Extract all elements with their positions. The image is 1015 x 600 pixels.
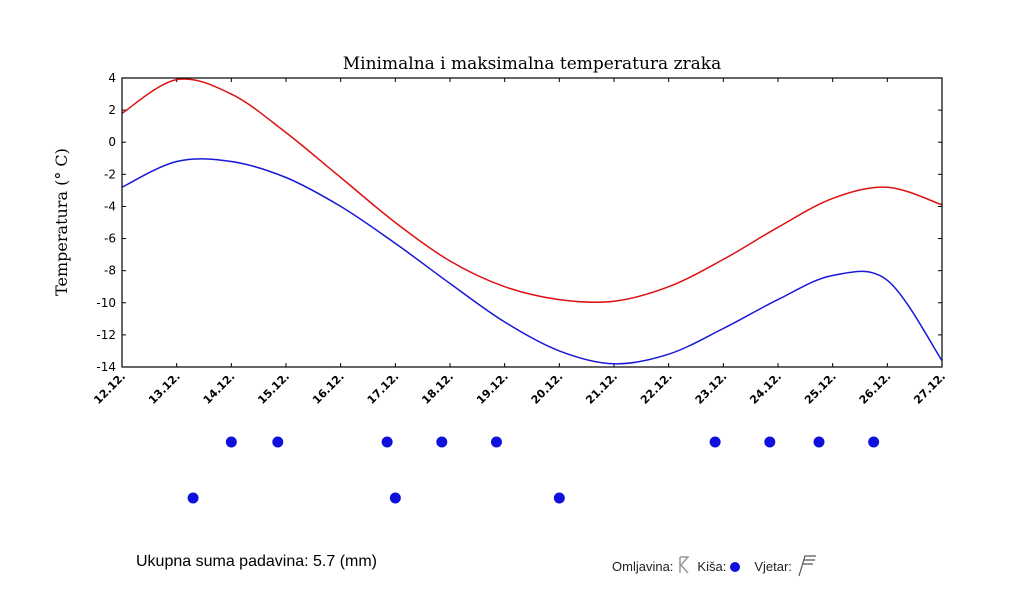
wind-icon xyxy=(796,553,818,580)
y-tick-label: -4 xyxy=(104,199,116,213)
rain-marker-upper xyxy=(225,436,237,448)
rain-marker-upper xyxy=(764,436,776,448)
chart-title: Minimalna i maksimalna temperatura zraka xyxy=(343,54,721,74)
rain-marker-upper xyxy=(272,436,284,448)
y-axis-label: Temperatura (° C) xyxy=(52,148,71,296)
rain-marker-upper xyxy=(813,436,825,448)
precipitation-markers xyxy=(187,436,880,504)
total-precipitation: Ukupna suma padavina: 5.7 (mm) xyxy=(136,553,377,570)
fog-icon xyxy=(677,556,691,577)
legend-wind-label: Vjetar: xyxy=(754,559,792,574)
series-line-minimalna xyxy=(121,158,943,365)
series-line-maksimalna xyxy=(121,78,943,303)
x-axis-ticks: 12.12. 13.12. 14.12. 15.12. 16.12. 17.12. 18.1… xyxy=(91,78,948,407)
y-tick-label: -10 xyxy=(96,296,116,310)
y-tick-label: -8 xyxy=(104,264,116,278)
rain-marker-upper xyxy=(436,436,448,448)
rain-marker-upper xyxy=(868,436,880,448)
y-axis-ticks: 4 2 0 -2 -4 -6 -8 -10 -12 -14 xyxy=(96,71,942,374)
x-tick-label: 18.12. xyxy=(419,370,456,407)
legend-fog-label: Omljavina: xyxy=(612,559,674,574)
x-tick-label: 20.12. xyxy=(529,370,566,407)
x-tick-label: 24.12. xyxy=(747,370,784,407)
x-tick-label: 16.12. xyxy=(310,370,347,407)
x-tick-label: 12.12. xyxy=(91,370,128,407)
rain-dot-icon xyxy=(730,561,741,572)
x-tick-label: 23.12. xyxy=(693,370,730,407)
y-tick-label: -14 xyxy=(96,360,116,374)
y-tick-label: 0 xyxy=(108,135,116,149)
rain-marker-upper xyxy=(381,436,393,448)
x-tick-label: 17.12. xyxy=(365,370,402,407)
legend: Omljavina: Kiša: Vjetar: xyxy=(612,553,824,580)
series-lines xyxy=(121,78,943,365)
x-tick-label: 14.12. xyxy=(201,370,238,407)
x-tick-label: 21.12. xyxy=(583,370,620,407)
x-tick-label: 19.12. xyxy=(474,370,511,407)
y-tick-label: -2 xyxy=(104,167,116,181)
x-tick-label: 26.12. xyxy=(857,370,894,407)
rain-marker-upper xyxy=(709,436,721,448)
y-tick-label: 2 xyxy=(108,103,116,117)
x-tick-label: 13.12. xyxy=(146,370,183,407)
rain-marker-lower xyxy=(553,492,565,504)
rain-marker-lower xyxy=(389,492,401,504)
x-tick-label: 22.12. xyxy=(638,370,675,407)
legend-rain-label: Kiša: xyxy=(697,559,727,574)
x-tick-label: 15.12. xyxy=(255,370,292,407)
x-tick-label: 25.12. xyxy=(802,370,839,407)
y-tick-label: -12 xyxy=(96,328,116,342)
y-tick-label: -6 xyxy=(104,232,116,246)
plot-frame xyxy=(121,77,943,368)
y-tick-label: 4 xyxy=(108,71,116,85)
rain-marker-upper xyxy=(490,436,502,448)
rain-marker-lower xyxy=(187,492,199,504)
x-tick-label: 27.12. xyxy=(911,370,948,407)
